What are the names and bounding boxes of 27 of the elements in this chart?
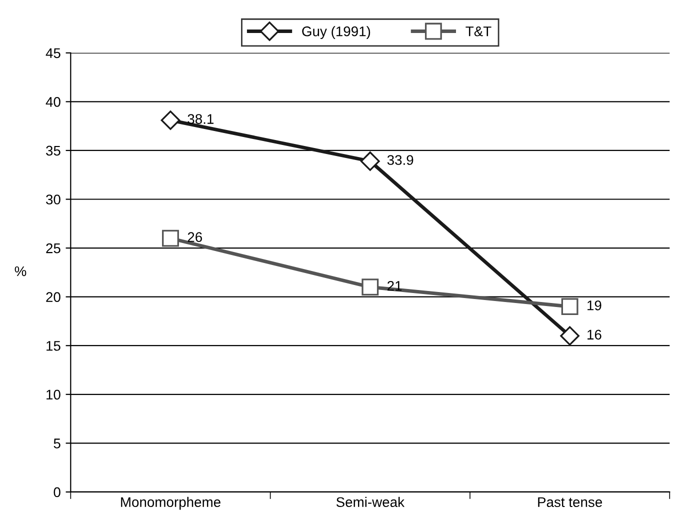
legend-label: T&T (466, 26, 492, 36)
y-tick-label: 20 (46, 292, 60, 302)
x-tick-label: Semi-weak (336, 496, 405, 508)
legend-label: Guy (1991) (302, 26, 370, 40)
data-label: 16 (588, 330, 602, 340)
y-tick-label: 10 (46, 390, 60, 400)
point (560, 326, 580, 346)
y-tick-label: 30 (46, 194, 60, 204)
y-tick-label: 0 (54, 487, 60, 498)
point (561, 298, 578, 316)
y-tick-label: 15 (46, 341, 60, 351)
y-tick-label: 40 (46, 97, 60, 107)
point (360, 152, 380, 171)
y-tick-label: 25 (46, 243, 60, 254)
data-label: 26 (188, 232, 202, 242)
y-tick-label: 5 (54, 438, 60, 448)
y-tick-label: 35 (46, 146, 60, 156)
x-tick-label: Monomorpheme (121, 496, 220, 510)
point (162, 230, 179, 247)
data-label: 38.1 (188, 114, 214, 124)
point (160, 110, 180, 130)
x-tick-label: Past tense (538, 497, 602, 508)
point (362, 278, 379, 296)
data-label: 19 (588, 300, 602, 310)
y-axis-title: % (14, 266, 26, 276)
data-label: 33.9 (387, 155, 414, 165)
y-tick-label: 45 (46, 48, 60, 58)
